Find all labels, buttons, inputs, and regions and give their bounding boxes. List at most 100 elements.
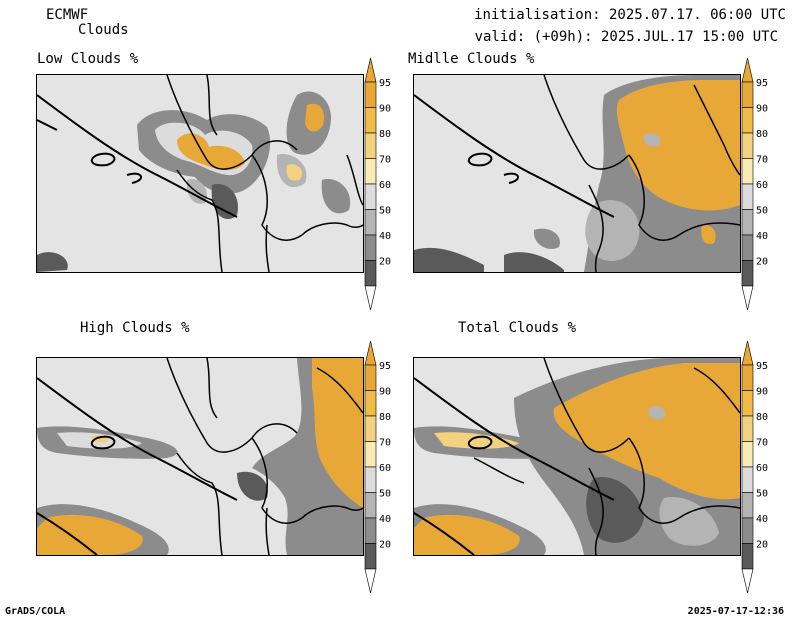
colorbar-tick-label: 80 [379, 412, 391, 423]
colorbar-tick-label: 80 [756, 129, 768, 140]
cloud-fill-middle [414, 75, 740, 272]
panel-title-high: High Clouds % [80, 320, 190, 336]
colorbar-swatch [741, 132, 754, 159]
product-name: Clouds [78, 22, 129, 38]
colorbar-graphic: 95 90 80 70 60 50 40 20 [364, 57, 391, 311]
colorbar-swatch [364, 209, 377, 236]
colorbar-above-triangle [364, 57, 377, 83]
colorbar-tick-label: 50 [756, 206, 768, 217]
panel-title-total: Total Clouds % [458, 320, 577, 336]
low-clouds-map [36, 74, 364, 273]
colorbar-tick-label: 40 [379, 514, 391, 525]
colorbar-swatch [741, 183, 754, 210]
colorbar-tick-label: 40 [756, 231, 768, 242]
colorbar-above-triangle [741, 57, 754, 83]
colorbar-tick-label: 80 [379, 129, 391, 140]
colorbar-below-triangle [741, 285, 754, 311]
colorbar-swatch [364, 234, 377, 261]
colorbar-tick-label: 60 [756, 463, 768, 474]
colorbar-middle: 95 90 80 70 60 50 40 20 [741, 57, 785, 311]
low-clouds-field [37, 75, 363, 272]
colorbar-tick-label: 90 [379, 104, 391, 115]
panel-title-low: Low Clouds % [37, 51, 139, 67]
colorbar-swatch [741, 441, 754, 468]
colorbar-swatch [364, 466, 377, 493]
coastlines-total [414, 377, 615, 555]
colorbar-tick-label: 40 [756, 514, 768, 525]
init-time: initialisation: 2025.07.17. 06:00 UTC [474, 7, 786, 23]
colorbar-swatch [364, 158, 377, 185]
colorbar-swatch [741, 209, 754, 236]
colorbar-swatch [741, 517, 754, 544]
high-clouds-field [37, 358, 363, 555]
colorbar-tick-label: 20 [379, 257, 391, 268]
colorbar-swatch [741, 364, 754, 391]
cloud-fill-low [37, 91, 351, 272]
colorbar-tick-label: 50 [756, 489, 768, 500]
colorbar-low: 95 90 80 70 60 50 40 20 [364, 57, 408, 311]
colorbar-tick-label: 40 [379, 231, 391, 242]
colorbar-high: 95 90 80 70 60 50 40 20 [364, 340, 408, 594]
colorbar-swatch [364, 390, 377, 417]
colorbar-swatch [741, 415, 754, 442]
model-name: ECMWF [46, 7, 89, 23]
colorbar-graphic: 95 90 80 70 60 50 40 20 [741, 340, 768, 594]
colorbar-swatch [741, 158, 754, 185]
colorbar-swatch [364, 492, 377, 519]
coastlines-low [37, 94, 238, 218]
middle-clouds-field [414, 75, 740, 272]
coastlines-high [37, 377, 238, 555]
colorbar-swatch [741, 81, 754, 108]
colorbar-above-triangle [364, 340, 377, 366]
colorbar-tick-label: 70 [379, 438, 391, 449]
colorbar-tick-label: 70 [379, 155, 391, 166]
colorbar-swatch [364, 441, 377, 468]
borders-low [166, 75, 363, 272]
total-clouds-field [414, 358, 740, 555]
borders-high [166, 358, 363, 555]
colorbar-tick-label: 50 [379, 489, 391, 500]
colorbar-tick-label: 70 [756, 438, 768, 449]
cloud-fill-total [414, 358, 740, 555]
borders-total [473, 358, 740, 555]
colorbar-tick-label: 20 [756, 257, 768, 268]
colorbar-swatch [364, 364, 377, 391]
borders-middle [543, 75, 740, 272]
colorbar-tick-label: 70 [756, 155, 768, 166]
colorbar-swatch [364, 543, 377, 570]
colorbar-tick-label: 60 [379, 463, 391, 474]
colorbar-above-triangle [741, 340, 754, 366]
colorbar-swatch [741, 107, 754, 134]
colorbar-tick-label: 95 [379, 361, 391, 372]
valid-time: valid: (+09h): 2025.JUL.17 15:00 UTC [474, 29, 778, 45]
panel-title-middle: Midlle Clouds % [408, 51, 535, 67]
colorbar-swatch [741, 234, 754, 261]
colorbar-below-triangle [364, 568, 377, 594]
colorbar-tick-label: 20 [379, 540, 391, 551]
coastlines-middle [414, 94, 615, 218]
colorbar-tick-label: 20 [756, 540, 768, 551]
colorbar-tick-label: 60 [379, 180, 391, 191]
cloud-fill-high [37, 358, 363, 555]
middle-clouds-map [413, 74, 741, 273]
colorbar-swatch [741, 260, 754, 287]
colorbar-tick-label: 90 [379, 387, 391, 398]
colorbar-tick-label: 95 [379, 78, 391, 89]
colorbar-graphic: 95 90 80 70 60 50 40 20 [364, 340, 391, 594]
colorbar-total: 95 90 80 70 60 50 40 20 [741, 340, 785, 594]
colorbar-graphic: 95 90 80 70 60 50 40 20 [741, 57, 768, 311]
colorbar-swatch [364, 132, 377, 159]
colorbar-swatch [364, 107, 377, 134]
colorbar-tick-label: 80 [756, 412, 768, 423]
colorbar-swatch [364, 81, 377, 108]
colorbar-tick-label: 90 [756, 104, 768, 115]
colorbar-swatch [741, 492, 754, 519]
colorbar-swatch [364, 517, 377, 544]
colorbar-tick-label: 95 [756, 361, 768, 372]
colorbar-swatch [364, 183, 377, 210]
colorbar-swatch [364, 415, 377, 442]
footer-timestamp: 2025-07-17-12:36 [687, 606, 784, 617]
footer-software: GrADS/COLA [5, 606, 66, 617]
colorbar-swatch [741, 390, 754, 417]
colorbar-swatch [741, 543, 754, 570]
